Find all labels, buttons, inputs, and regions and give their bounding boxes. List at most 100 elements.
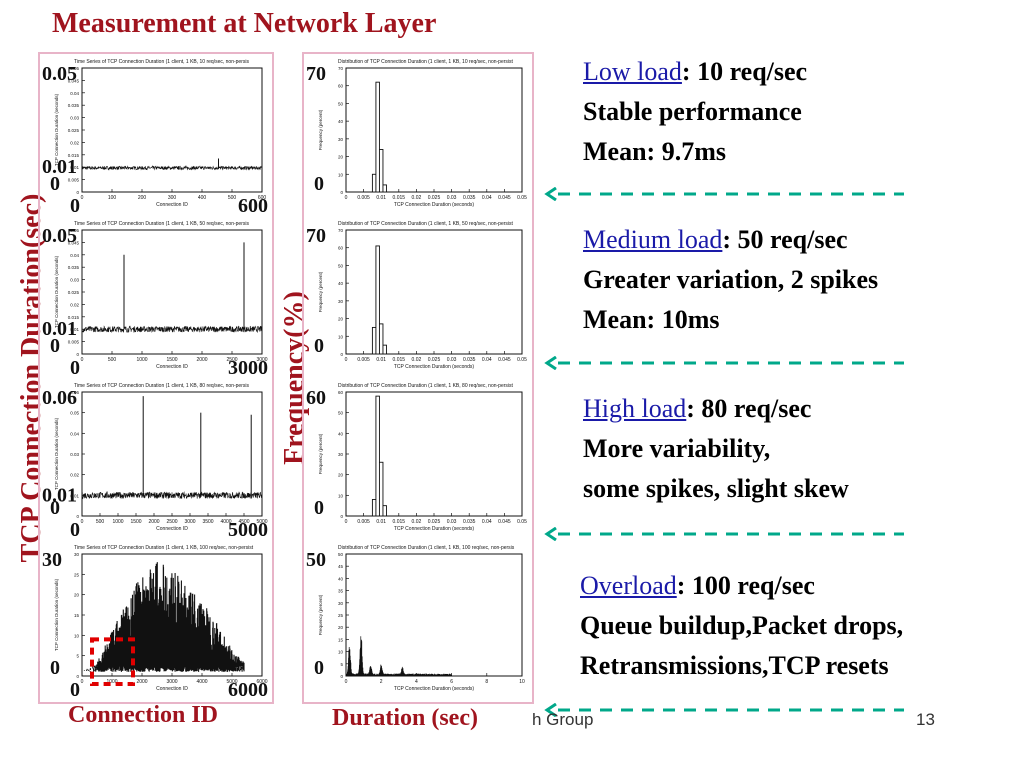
y-tick-label: 0.01 [70, 327, 79, 332]
big-axis-label: 0.06 [42, 387, 77, 409]
big-axis-label: 60 [306, 387, 326, 409]
note-low-load-line: Mean: 9.7ms [583, 137, 726, 166]
y-tick-label: 0.005 [68, 340, 80, 345]
x-tick-label: 0.005 [357, 357, 370, 363]
x-tick-label: 8 [485, 679, 488, 685]
x-axis-label: TCP Connection Duration (seconds) [394, 686, 475, 692]
chart-title: Distribution of TCP Connection Duration … [338, 221, 514, 227]
big-axis-label: 600 [238, 195, 268, 216]
y-axis-label: TCP Connection Duration (seconds) [54, 417, 59, 490]
y-tick-label: 50 [338, 411, 344, 416]
y-tick-label: 70 [338, 228, 344, 233]
x-tick-label: 3000 [184, 519, 195, 525]
y-tick-label: 0.015 [68, 315, 80, 320]
note-high-load: High load: 80 req/sec More variability, … [583, 389, 849, 509]
note-overload-line: Queue buildup,Packet drops, [580, 611, 904, 640]
big-axis-label: 0.01 [42, 484, 77, 506]
y-tick-label: 50 [338, 263, 344, 268]
plot-area [82, 158, 262, 171]
x-tick-label: 300 [168, 195, 177, 201]
dashed-arrow-overload [544, 703, 904, 717]
x-tick-label: 6000 [256, 679, 267, 685]
x-tick-label: 0.03 [447, 357, 457, 363]
y-tick-label: 0 [76, 674, 79, 679]
x-tick-label: 1500 [130, 519, 141, 525]
x-tick-label: 6 [450, 679, 453, 685]
x-tick-label: 4500 [238, 519, 249, 525]
y-tick-label: 50 [338, 101, 344, 106]
x-tick-label: 0.035 [463, 195, 476, 201]
big-axis-label: 0 [70, 679, 80, 700]
x-axis-label: TCP Connection Duration (seconds) [394, 364, 475, 370]
note-high-load-rate: : 80 req/sec [686, 394, 812, 423]
y-tick-label: 30 [74, 552, 80, 557]
x-tick-label: 0.04 [482, 195, 492, 201]
note-overload-link[interactable]: Overload [580, 571, 677, 600]
y-tick-label: 45 [338, 564, 344, 569]
x-tick-label: 0.02 [412, 357, 422, 363]
plot-area [82, 396, 262, 500]
big-axis-label: 0 [314, 657, 324, 679]
chart-low-load-time-series: Time Series of TCP Connection Duration (… [42, 59, 268, 216]
x-tick-label: 0.025 [428, 519, 441, 525]
y-tick-label: 70 [338, 66, 344, 71]
x-tick-label: 4 [415, 679, 418, 685]
y-tick-label: 30 [338, 452, 344, 457]
x-axis-label: Connection ID [156, 686, 188, 692]
chart-title: Distribution of TCP Connection Duration … [338, 59, 514, 65]
note-high-load-link[interactable]: High load [583, 394, 687, 423]
x-tick-label: 2500 [226, 357, 237, 363]
y-tick-label: 40 [338, 119, 344, 124]
x-tick-label: 600 [258, 195, 267, 201]
x-tick-label: 0.045 [498, 519, 511, 525]
y-tick-label: 10 [338, 650, 344, 655]
note-low-load-rate: : 10 req/sec [681, 57, 808, 86]
x-tick-label: 0.05 [517, 357, 527, 363]
x-axis-label-duration: Duration (sec) [332, 705, 478, 731]
chart-overload-distribution: Distribution of TCP Connection Duration … [306, 545, 525, 692]
x-tick-label: 2000 [148, 519, 159, 525]
big-axis-label: 50 [306, 549, 326, 571]
x-tick-label: 0 [345, 679, 348, 685]
y-tick-label: 50 [338, 552, 344, 557]
x-tick-label: 0.025 [428, 357, 441, 363]
big-axis-label: 70 [306, 225, 326, 247]
plot-frame [345, 67, 523, 193]
plot-frame [81, 67, 263, 193]
x-tick-label: 0.04 [482, 357, 492, 363]
chart-overload-time-series: Time Series of TCP Connection Duration (… [42, 545, 268, 700]
series-line [82, 490, 262, 500]
dashed-arrow-low-load [544, 187, 904, 201]
chart-high-load-time-series: Time Series of TCP Connection Duration (… [42, 383, 268, 540]
note-low-load: Low load: 10 req/sec Stable performance … [583, 52, 807, 172]
y-tick-label: 0.025 [68, 128, 80, 133]
y-tick-label: 0.03 [70, 116, 79, 121]
series-line [82, 165, 262, 171]
x-tick-label: 2500 [166, 519, 177, 525]
x-tick-label: 1500 [166, 357, 177, 363]
y-tick-label: 25 [74, 572, 80, 577]
note-medium-load-link[interactable]: Medium load [583, 225, 723, 254]
note-low-load-link[interactable]: Low load [583, 57, 682, 86]
y-tick-label: 0 [76, 352, 79, 357]
x-tick-label: 5000 [256, 519, 267, 525]
y-tick-label: 60 [338, 390, 344, 395]
x-tick-label: 0 [81, 519, 84, 525]
y-tick-label: 0 [340, 674, 343, 679]
plot-frame [345, 391, 523, 517]
big-axis-label: 0 [314, 335, 324, 357]
x-tick-label: 0.04 [482, 519, 492, 525]
note-low-load-line: Stable performance [583, 97, 802, 126]
y-tick-label: 20 [338, 155, 344, 160]
y-tick-label: 25 [338, 613, 344, 618]
x-tick-label: 2 [380, 679, 383, 685]
x-tick-label: 2000 [196, 357, 207, 363]
big-axis-label: 0 [50, 657, 60, 679]
big-axis-label: 0 [70, 357, 80, 378]
x-tick-label: 0.045 [498, 357, 511, 363]
big-axis-label: 0.05 [42, 225, 77, 247]
y-tick-label: 60 [338, 246, 344, 251]
y-tick-label: 0.015 [68, 153, 80, 158]
x-tick-label: 0 [81, 679, 84, 685]
chart-medium-load-time-series: Time Series of TCP Connection Duration (… [42, 221, 268, 378]
